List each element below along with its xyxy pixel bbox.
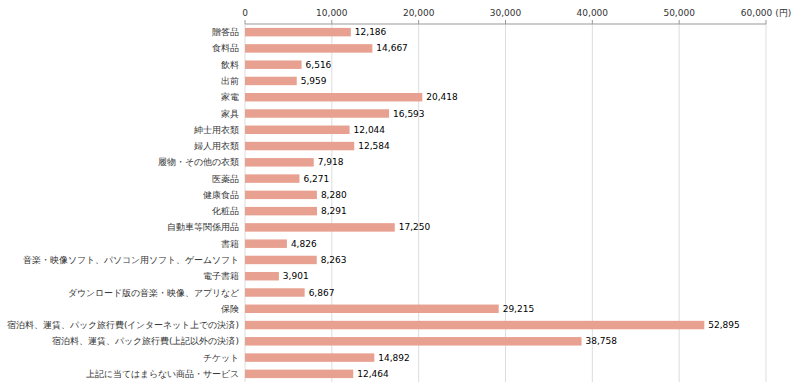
data-label: 38,758 xyxy=(586,336,618,346)
data-label: 17,250 xyxy=(399,222,431,232)
tick-label: 50,000 xyxy=(663,8,695,18)
data-label: 8,280 xyxy=(321,190,347,200)
bar xyxy=(245,126,350,134)
bar xyxy=(245,207,317,215)
category-label: 自動車等関係用品 xyxy=(167,222,239,232)
data-label: 6,516 xyxy=(306,60,332,70)
tick-mark xyxy=(331,20,332,24)
data-label: 16,593 xyxy=(393,109,425,119)
category-label: 飲料 xyxy=(221,60,239,70)
category-label: 家電 xyxy=(221,92,239,102)
bar xyxy=(245,60,302,68)
category-label: ダウンロード版の音楽・映像、アプリなど xyxy=(68,288,239,298)
bar xyxy=(245,158,314,166)
data-label: 29,215 xyxy=(503,304,535,314)
bar xyxy=(245,28,351,36)
bar xyxy=(245,191,317,199)
tick-label: 30,000 xyxy=(490,8,522,18)
bar xyxy=(245,288,305,296)
category-label: 宿泊料、運賃、パック旅行費(インターネット上での決済) xyxy=(7,320,239,330)
tick-label: 10,000 xyxy=(316,8,348,18)
data-label: 12,464 xyxy=(357,369,389,379)
data-labels: 12,186 14,667 6,516 5,959 20,41816,593 12,044… xyxy=(283,27,740,379)
bar xyxy=(245,256,317,264)
data-label: 7,918 xyxy=(318,157,344,167)
category-label: 出前 xyxy=(221,76,239,86)
category-label: 化粧品 xyxy=(212,206,239,216)
data-label: 12,186 xyxy=(355,27,387,37)
data-label: 20,418 xyxy=(426,92,458,102)
bar xyxy=(245,44,372,52)
bar xyxy=(245,223,395,231)
data-label: 8,291 xyxy=(321,206,347,216)
data-label: 8,263 xyxy=(321,255,347,265)
bar xyxy=(245,77,297,85)
category-label: 食料品 xyxy=(212,43,239,53)
category-label: 音楽・映像ソフト、パソコン用ソフト、ゲームソフト xyxy=(23,255,239,265)
bar xyxy=(245,337,582,345)
category-label: 医薬品 xyxy=(212,174,239,184)
data-label: 12,584 xyxy=(358,141,390,151)
data-label: 6,867 xyxy=(309,288,335,298)
bars xyxy=(245,28,704,378)
chart: 贈答品食料品飲料出前家電家具紳士用衣類婦人用衣類履物・その他の衣類医薬品健康食品… xyxy=(0,0,806,388)
data-label: 5,959 xyxy=(301,76,327,86)
bar xyxy=(245,239,287,247)
category-label: 上記に当てはまらない商品・サービス xyxy=(86,369,239,379)
category-label: 贈答品 xyxy=(212,27,239,37)
tick-mark xyxy=(245,20,246,24)
data-label: 14,892 xyxy=(378,353,410,363)
category-label: 家具 xyxy=(221,109,239,119)
category-label: 書籍 xyxy=(221,239,239,249)
tick-mark xyxy=(766,20,767,24)
tick-mark xyxy=(592,20,593,24)
x-axis: 0 10,000 20,000 30,000 40,000 50,000 60,000 (円… xyxy=(242,8,791,24)
category-label: 電子書籍 xyxy=(203,271,239,281)
tick-mark xyxy=(679,20,680,24)
tick-label: 40,000 xyxy=(577,8,609,18)
tick-label: 60,000 (円) xyxy=(741,8,791,18)
bar xyxy=(245,93,422,101)
category-label: 健康食品 xyxy=(203,190,239,200)
data-label: 12,044 xyxy=(354,125,386,135)
data-label: 4,826 xyxy=(291,239,317,249)
bar xyxy=(245,272,279,280)
grid xyxy=(245,24,766,382)
data-label: 52,895 xyxy=(708,320,740,330)
bar xyxy=(245,142,354,150)
data-label: 14,667 xyxy=(376,43,408,53)
tick-mark xyxy=(505,20,506,24)
bar xyxy=(245,321,704,329)
category-label: 宿泊料、運賃、パック旅行費(上記以外の決済) xyxy=(52,336,239,346)
category-label: 履物・その他の衣類 xyxy=(158,157,239,167)
bar xyxy=(245,174,299,182)
bar xyxy=(245,353,374,361)
data-label: 6,271 xyxy=(303,174,329,184)
tick-label: 0 xyxy=(242,8,248,18)
tick-mark xyxy=(418,20,419,24)
data-label: 3,901 xyxy=(283,271,309,281)
bar xyxy=(245,305,499,313)
category-label: 婦人用衣類 xyxy=(194,141,239,151)
bar xyxy=(245,370,353,378)
y-axis-labels: 贈答品食料品飲料出前家電家具紳士用衣類婦人用衣類履物・その他の衣類医薬品健康食品… xyxy=(7,27,239,379)
category-label: 保険 xyxy=(221,304,239,314)
tick-label: 20,000 xyxy=(403,8,435,18)
grid-line xyxy=(766,24,767,382)
bar xyxy=(245,109,389,117)
category-label: 紳士用衣類 xyxy=(193,125,239,135)
category-label: チケット xyxy=(203,353,239,363)
